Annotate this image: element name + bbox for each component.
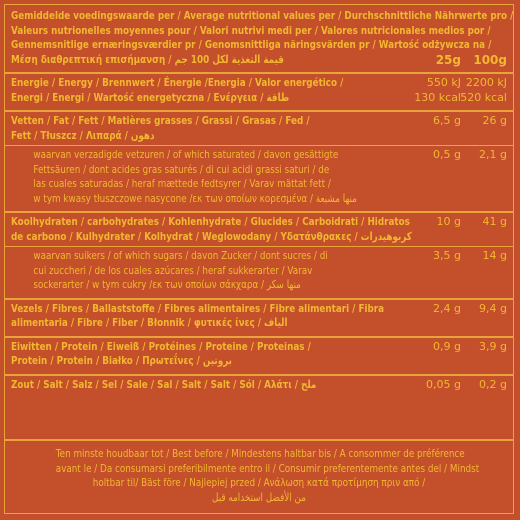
value: 0,05 g bbox=[426, 377, 461, 391]
value: 10 g bbox=[436, 215, 461, 228]
value-25g: 0,05 g bbox=[426, 378, 461, 393]
column-heading: 25g bbox=[435, 52, 461, 67]
name-line: Vetten / Fat / Fett / Matières grasses /… bbox=[11, 114, 310, 127]
nutrient-name: waarvan suikers / of which sugars / davo… bbox=[11, 249, 507, 293]
nutrient-row: waarvan verzadigde vetzuren / of which s… bbox=[5, 145, 513, 208]
name-line: w tym kwasy tłuszczowe nasycone /εκ των … bbox=[33, 191, 357, 205]
value: 2200 kJ bbox=[465, 76, 507, 89]
value: 26 g bbox=[482, 114, 507, 127]
value-100g: 9,4 g bbox=[479, 302, 507, 317]
footer-line: Ten minste houdbaar tot / Best before / … bbox=[55, 447, 465, 460]
nutrient-name: Eiwitten / Protein / Eiweiß / Protéines … bbox=[11, 340, 507, 369]
nutrient-name: Zout / Salt / Salz / Sel / Sale / Sal / … bbox=[11, 378, 507, 393]
value: 9,4 g bbox=[479, 301, 507, 315]
value-25g: 0,9 g bbox=[433, 340, 461, 355]
header: Gemiddelde voedingswaarde per / Average … bbox=[5, 5, 513, 69]
value: 14 g bbox=[482, 249, 507, 262]
name-line: las cuales saturadas / heraf mættede fed… bbox=[33, 177, 331, 190]
footer-line: avant le / Da consumarsi preferibilmente… bbox=[55, 461, 480, 475]
footer-line: holtbar til/ Bäst före / Najlepiej przed… bbox=[92, 476, 426, 489]
name-line: waarvan suikers / of which sugars / davo… bbox=[33, 249, 328, 262]
nutrient-row: Eiwitten / Protein / Eiweiß / Protéines … bbox=[5, 335, 513, 371]
value-100g: 41 g bbox=[483, 215, 507, 230]
value-25g: 550 kJ 130 kcal bbox=[414, 76, 461, 105]
value: 520 kcal bbox=[460, 90, 507, 104]
value-100g: 26 g bbox=[483, 114, 507, 129]
nutrient-name: waarvan verzadigde vetzuren / of which s… bbox=[11, 148, 507, 206]
nutrient-row: Zout / Salt / Salz / Sel / Sale / Sal / … bbox=[5, 373, 513, 395]
value: 6,5 g bbox=[433, 114, 461, 127]
footer-line: من الأفضل استخدامه قبل bbox=[212, 490, 306, 504]
name-line: Koolhydraten / carbohydrates / Kohlenhyd… bbox=[11, 215, 410, 228]
name-line: Energie / Energy / Brennwert / Énergie /… bbox=[11, 76, 344, 89]
value: 2,4 g bbox=[433, 301, 461, 315]
name-line: alimentaria / Fibre / Fiber / Błonnik / … bbox=[11, 316, 288, 329]
value-100g: 0,2 g bbox=[479, 378, 507, 393]
nutrient-row: Koolhydraten / carbohydrates / Kohlenhyd… bbox=[5, 211, 513, 246]
value: 2,1 g bbox=[479, 148, 507, 161]
nutrition-label: Gemiddelde voedingswaarde per / Average … bbox=[4, 4, 514, 514]
nutrient-rows: Energie / Energy / Brennwert / Énergie /… bbox=[5, 72, 513, 394]
nutrient-row: Vetten / Fat / Fett / Matières grasses /… bbox=[5, 110, 513, 145]
value-25g: 0,5 g bbox=[433, 148, 461, 163]
name-line: sockerarter / w tym cukry /εκ των οποίων… bbox=[33, 278, 301, 291]
value: 3,5 g bbox=[433, 249, 461, 262]
header-line: Μέση διαθρεπτική επισήμανση / قيمة التغذ… bbox=[11, 52, 284, 66]
value: 41 g bbox=[482, 215, 507, 228]
value-25g: 10 g bbox=[437, 215, 461, 230]
nutrient-name: Vetten / Fat / Fett / Matières grasses /… bbox=[11, 114, 507, 143]
value-25g: 2,4 g bbox=[433, 302, 461, 317]
value-100g: 14 g bbox=[483, 249, 507, 264]
value: 550 kJ bbox=[426, 76, 461, 89]
value: 0,9 g bbox=[433, 339, 461, 353]
value-100g: 3,9 g bbox=[479, 340, 507, 355]
column-heading: 100g bbox=[473, 52, 507, 67]
nutrient-name: Energie / Energy / Brennwert / Énergie /… bbox=[11, 76, 507, 105]
value-25g: 3,5 g bbox=[433, 249, 461, 264]
nutrient-row: Vezels / Fibres / Ballaststoffe / Fibres… bbox=[5, 297, 513, 333]
header-line: Valeurs nutrionelles moyennes pour / Val… bbox=[11, 23, 491, 37]
nutrient-name: Koolhydraten / carbohydrates / Kohlenhyd… bbox=[11, 215, 507, 244]
footer: Ten minste houdbaar tot / Best before / … bbox=[5, 439, 513, 505]
name-line: Energi / Energi / Wartość energetyczna /… bbox=[11, 90, 290, 104]
value: 130 kcal bbox=[414, 90, 461, 104]
value-100g: 2200 kJ 520 kcal bbox=[460, 76, 507, 105]
value: 0,2 g bbox=[479, 377, 507, 391]
value-100g: 2,1 g bbox=[479, 148, 507, 163]
name-line: Vezels / Fibres / Ballaststoffe / Fibres… bbox=[11, 301, 385, 315]
value: 3,9 g bbox=[479, 339, 507, 353]
name-line: Fettsäuren / dont acides gras saturés / … bbox=[33, 162, 330, 176]
name-line: cui zuccheri / de los cuales azúcares / … bbox=[33, 263, 313, 277]
value-25g: 6,5 g bbox=[433, 114, 461, 129]
value: 0,5 g bbox=[433, 148, 461, 161]
name-line: Fett / Tłuszcz / Λιπαρά / دهون bbox=[11, 128, 155, 142]
name-line: Zout / Salt / Salz / Sel / Sale / Sal / … bbox=[11, 377, 317, 391]
name-line: de carbono / Kulhydrater / Kolhydrat / W… bbox=[11, 229, 412, 243]
nutrient-row: waarvan suikers / of which sugars / davo… bbox=[5, 246, 513, 295]
name-line: waarvan verzadigde vetzuren / of which s… bbox=[33, 148, 339, 161]
name-line: Eiwitten / Protein / Eiweiß / Protéines … bbox=[11, 339, 311, 353]
nutrient-name: Vezels / Fibres / Ballaststoffe / Fibres… bbox=[11, 302, 507, 331]
header-line: Gemiddelde voedingswaarde per / Average … bbox=[11, 9, 514, 22]
header-line: Gennemsnitlige ernæringsværdier pr / Gen… bbox=[11, 38, 492, 51]
name-line: Protein / Protein / Białko / Πρωτεΐνες /… bbox=[11, 354, 232, 367]
nutrient-row: Energie / Energy / Brennwert / Énergie /… bbox=[5, 72, 513, 107]
